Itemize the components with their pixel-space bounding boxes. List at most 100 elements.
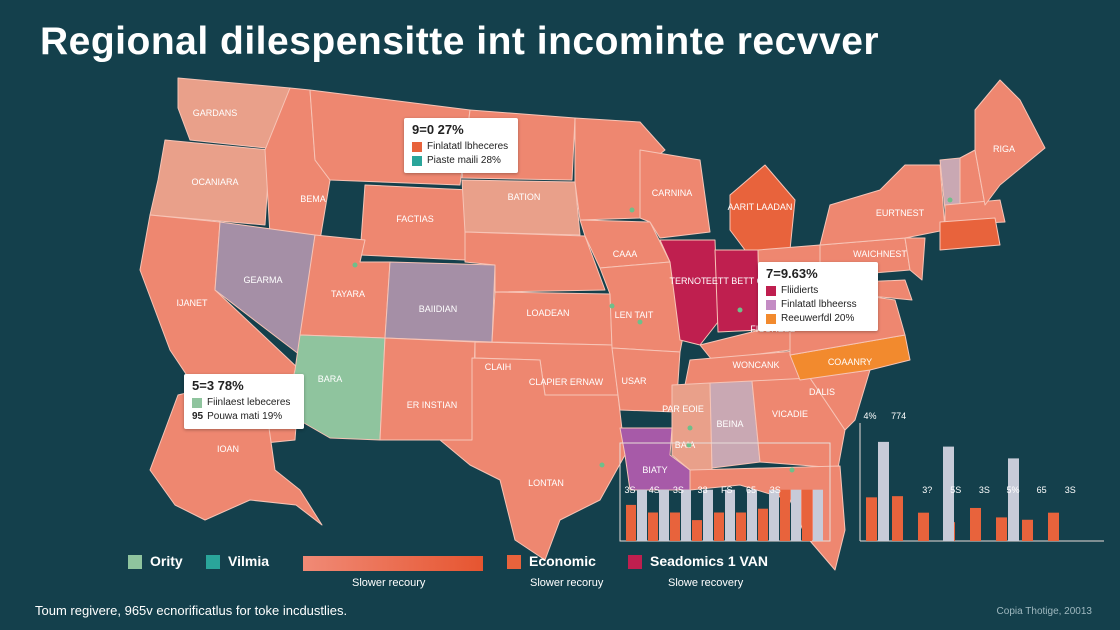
state-south-dakota [461,179,581,236]
swatch-amber [766,314,776,324]
marker-dot [737,307,743,313]
state-label: LEN TAIT [615,310,654,320]
chart-data-label: 3S [624,485,635,495]
legend-subtitle: Slowe recovery [668,577,744,589]
state-label: TERNOT [670,276,708,286]
chart-bar [736,512,746,541]
chart-bar [970,507,981,541]
state-connecticut [939,217,1001,251]
chart-bar [681,489,691,541]
state-label: FACTIAS [396,214,434,224]
chart-data-label: 5S [950,485,961,495]
callout-midwest: 7=9.63% Fliidierts Finlatatl lbheerss Re… [758,262,878,331]
callout-west-row: Fiinlaest lebeceres [192,396,296,410]
chart-bar [866,497,877,541]
state-label: DALIS [809,387,835,397]
marker-dot [637,319,643,325]
chart-bar [637,489,647,541]
footer-credit: Copia Thotige, 20013 [996,606,1092,617]
marker-dot [687,425,693,431]
chart-data-label: 3S [770,485,781,495]
chart-bar [943,446,954,541]
callout-west-label-2: Pouwa mati 19% [207,411,283,422]
callout-midwest-row: Reeuwerfdl 20% [766,312,870,326]
state-label: VICADIE [772,409,808,419]
state-label: RIGA [993,144,1015,154]
callout-north-row: Finlatatl lbheceres [412,140,510,154]
legend-swatch-teal [206,555,220,569]
chart-bar [769,489,779,541]
legend-item-ority: Ority [128,553,183,569]
state-wisconsin [639,149,711,239]
state-label: AARIT LAADAN [728,202,793,212]
swatch-lilac [766,300,776,310]
chart-bar [878,441,889,541]
chart-data-label: 3S [1065,485,1076,495]
chart-data-label: 3S [979,485,990,495]
state-arkansas [611,347,681,413]
legend-gradient-bar [303,556,483,571]
state-new-mexico [379,337,476,441]
callout-midwest-row: Finlatatl lbheerss [766,298,870,312]
state-label: IOAN [217,444,239,454]
chart-bar [703,489,713,541]
chart-bar [747,489,757,541]
chart-bar [670,512,680,541]
state-label: BARA [318,374,343,384]
callout-midwest-percent: 7=9.63% [766,266,818,281]
chart-bar [692,520,702,541]
chart-data-label: 3? [922,485,932,495]
legend-subtitle: Slower recoruy [530,577,604,589]
state-label: BAIIDIAN [419,304,458,314]
page-title: Regional dilespensitte int incominte rec… [40,20,880,63]
state-label: BEINA [716,419,743,429]
chart-bar [714,512,724,541]
chart-bar [1008,458,1019,541]
state-label: GARDANS [193,108,238,118]
legend-swatch-orange [507,555,521,569]
marker-dot [789,467,795,473]
legend-item-economic: Economic [507,553,596,569]
legend-subtitle: Slower recoury [352,577,426,589]
state-label: LOADEAN [526,308,569,318]
state-label: GEARMA [243,275,282,285]
state-oregon [149,139,271,226]
chart-bar [802,489,812,541]
state-new-jersey [904,237,926,281]
marker-dot [609,303,615,309]
chart-bar [758,508,768,541]
state-label: EETT BETT OR [706,276,771,286]
state-texas [409,357,626,561]
legend-swatch-green [128,555,142,569]
state-label: EURTNEST [876,208,925,218]
legend-label-vilmia: Vilmia [228,553,269,569]
state-label: BEMA [300,194,326,204]
state-washington [177,77,291,151]
state-label: OCANIARA [191,177,238,187]
state-label: USAR [621,376,647,386]
state-label: IJANET [176,298,208,308]
state-label: ER INSTIAN [407,400,458,410]
chart-bar [659,489,669,541]
legend-label-ority: Ority [150,553,183,569]
chart-bar [725,489,735,541]
callout-north-label-2: Piaste maili 28% [427,155,501,166]
marker-dot [352,262,358,268]
state-label: WAICHNEST [853,249,907,259]
state-label: CARNINA [652,188,693,198]
chart-data-label: 3S [673,485,684,495]
state-kansas [491,291,613,346]
legend-label-economic: Economic [529,553,596,569]
footer-note: Toum regivere, 965v ecnorificatlus for t… [35,603,348,618]
callout-midwest-label-1: Fliidierts [781,285,819,296]
callout-west-prefix: 95 [192,411,204,422]
state-label: BAIA [675,440,696,450]
chart-bar [791,489,801,541]
callout-north: 9=0 27% Finlatatl lbheceres Piaste maili… [404,118,518,173]
swatch-crimson [766,286,776,296]
chart-data-label: 4% [863,411,876,421]
callout-midwest-label-3: Reeuwerfdl 20% [781,313,855,324]
legend-item-seadomics: Seadomics 1 VAN [628,553,768,569]
swatch-green [192,398,202,408]
